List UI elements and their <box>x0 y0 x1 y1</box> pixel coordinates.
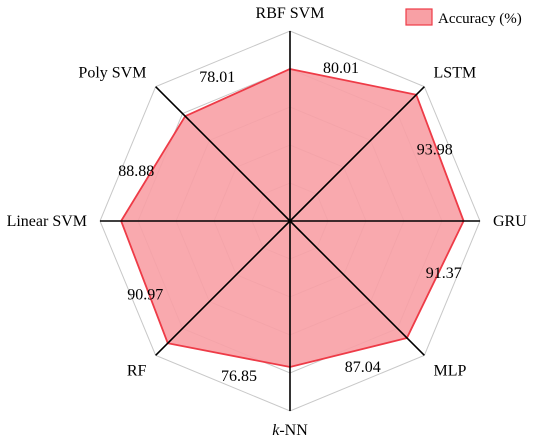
value-label-rf: 90.97 <box>127 287 163 304</box>
legend-label: Accuracy (%) <box>438 11 522 27</box>
category-label-mlp: MLP <box>434 363 467 380</box>
axis-rf <box>155 220 291 356</box>
category-label-part: MLP <box>434 363 467 380</box>
category-label-part: RBF SVM <box>256 5 325 22</box>
axis-mlp <box>289 220 425 356</box>
category-label-part: k <box>272 422 280 439</box>
axis-poly-svm <box>155 86 291 222</box>
radar-axes <box>100 31 480 411</box>
value-label-linear-svm: 88.88 <box>118 163 154 180</box>
value-label-k-nn: 76.85 <box>221 368 257 385</box>
value-label-gru: 91.37 <box>426 265 462 282</box>
category-label-gru: GRU <box>493 213 527 230</box>
category-label-lstm: LSTM <box>434 64 477 81</box>
category-label-part: Poly SVM <box>78 64 146 81</box>
category-label-part: RF <box>127 363 147 380</box>
category-label-part: Linear SVM <box>7 213 87 230</box>
value-label-lstm: 93.98 <box>417 141 453 158</box>
category-label-part: GRU <box>493 213 527 230</box>
category-label-rbf-svm: RBF SVM <box>256 5 325 22</box>
legend-swatch <box>405 8 433 26</box>
category-label-part: -NN <box>279 422 308 439</box>
category-label-rf: RF <box>127 363 147 380</box>
value-label-mlp: 87.04 <box>345 359 381 376</box>
value-label-poly-svm: 78.01 <box>199 69 235 86</box>
category-label-poly-svm: Poly SVM <box>78 64 146 81</box>
radar-labels: RBF SVM 80.01 LSTM 93.98 GRU 91.37 MLP 87.04 k-N… <box>7 5 528 439</box>
legend: Accuracy (%) <box>405 8 522 27</box>
value-label-rbf-svm: 80.01 <box>323 60 359 77</box>
axis-lstm <box>289 86 425 222</box>
category-label-k-nn: k-NN <box>272 422 308 439</box>
category-label-part: LSTM <box>434 64 477 81</box>
category-label-linear-svm: Linear SVM <box>7 213 87 230</box>
